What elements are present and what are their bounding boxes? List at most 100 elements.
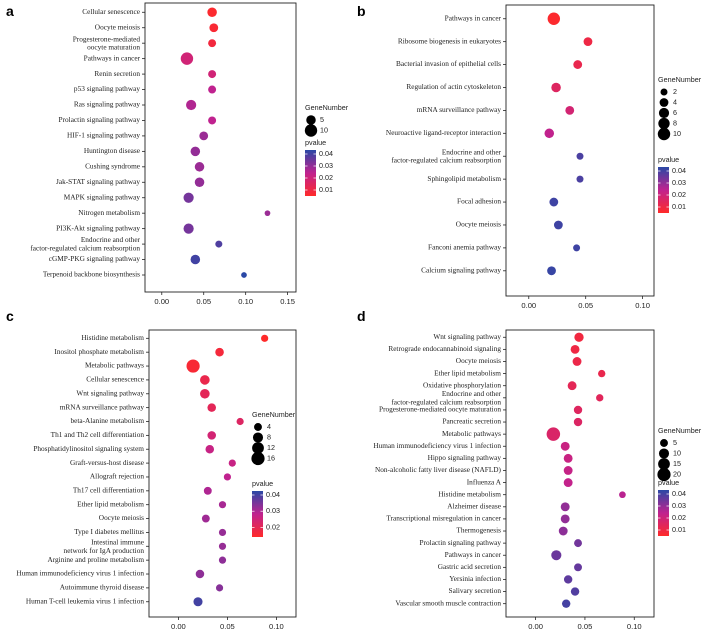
x-tick-label: 0.15: [280, 297, 295, 306]
data-point: [223, 473, 231, 481]
y-tick-label: Endocrine and other factor-regulated calc…: [391, 389, 501, 406]
y-tick-label: Wnt signaling pathway: [76, 388, 144, 397]
size-legend-label: 8: [673, 118, 677, 127]
size-legend-dot: [306, 115, 316, 125]
color-legend-title: pvalue: [305, 138, 326, 147]
data-point: [547, 12, 561, 25]
data-point: [228, 459, 236, 467]
size-legend-title: GeneNumber: [252, 410, 296, 419]
y-tick-label: Wnt signaling pathway: [433, 332, 501, 341]
x-tick-label: 0.05: [578, 622, 593, 630]
size-legend-dot: [658, 458, 670, 470]
data-point: [573, 244, 581, 252]
y-tick-label: Oocyte meiosis: [456, 356, 501, 365]
x-tick-label: 0.00: [521, 301, 536, 310]
color-legend-label: 0.03: [319, 161, 333, 170]
y-tick-label: Salivary secretion: [449, 586, 502, 595]
y-tick-label: Phosphatidylinositol signaling system: [33, 444, 144, 453]
color-legend-bar: [305, 150, 316, 196]
color-legend-label: 0.01: [672, 202, 686, 211]
data-point: [208, 85, 217, 94]
y-tick-label: Neuroactive ligand-receptor interaction: [386, 128, 501, 137]
size-legend-title: GeneNumber: [305, 103, 349, 112]
data-point: [207, 403, 216, 412]
y-tick-label: Oocyte meiosis: [95, 22, 140, 31]
data-point: [561, 599, 571, 608]
y-tick-label: Retrograde endocannabinoid signaling: [388, 344, 501, 353]
data-point: [547, 266, 556, 276]
size-legend-label: 15: [673, 459, 681, 468]
y-tick-label: Prolactin signaling pathway: [59, 115, 141, 124]
plot-frame: [144, 2, 297, 293]
y-tick-label: cGMP-PKG signaling pathway: [49, 254, 141, 263]
data-point: [186, 359, 200, 373]
y-tick-label: Histidine metabolism: [438, 489, 501, 498]
data-point: [186, 99, 197, 111]
data-point: [207, 7, 217, 18]
y-tick-label: Bacterial invasion of epithelial cells: [396, 59, 501, 68]
data-point: [570, 344, 580, 354]
size-legend-dot: [254, 423, 262, 431]
data-point: [241, 272, 247, 278]
data-point: [194, 177, 205, 188]
size-legend-dot: [657, 127, 671, 141]
data-point: [208, 70, 217, 79]
y-tick-label: Metabolic pathways: [442, 429, 501, 438]
y-tick-label: Pathways in cancer: [445, 550, 502, 559]
data-point: [236, 417, 244, 426]
data-point: [209, 23, 219, 33]
y-tick-label: Sphingolipid metabolism: [427, 174, 501, 183]
data-point: [180, 52, 194, 65]
y-tick-label: Th17 cell differentiation: [73, 486, 145, 495]
data-point: [583, 37, 593, 47]
data-point: [261, 334, 269, 342]
data-point: [183, 223, 194, 234]
y-tick-label: Nitrogen metabolism: [78, 208, 140, 217]
size-legend-label: 16: [267, 453, 275, 462]
data-point: [218, 556, 227, 564]
data-point: [183, 192, 194, 203]
data-point: [596, 394, 604, 402]
size-legend-label: 20: [673, 469, 681, 478]
y-tick-label: Oocyte meiosis: [456, 220, 501, 229]
data-point: [551, 550, 562, 561]
size-legend-label: 6: [673, 108, 677, 117]
color-legend-label: 0.03: [266, 506, 280, 515]
data-point: [207, 431, 216, 440]
data-point: [574, 332, 584, 342]
color-legend-label: 0.03: [672, 501, 686, 510]
y-tick-label: Progesterone-mediated oocyte maturation: [379, 405, 501, 414]
data-point: [218, 528, 227, 537]
data-point: [565, 106, 575, 115]
plot-frame: [505, 4, 655, 297]
data-point: [573, 60, 583, 69]
y-tick-label: Th1 and Th2 cell differentiation: [51, 430, 145, 439]
color-legend-label: 0.01: [672, 525, 686, 534]
y-tick-label: Huntington disease: [84, 146, 140, 155]
data-point: [200, 388, 210, 399]
y-tick-label: Autoimmune thyroid disease: [60, 583, 144, 592]
panel-letter: d: [357, 308, 366, 324]
size-legend-title: GeneNumber: [658, 426, 702, 435]
color-legend-bar: [658, 490, 669, 536]
color-legend-bar: [658, 167, 669, 213]
x-tick-label: 0.10: [635, 301, 650, 310]
color-legend-label: 0.04: [672, 489, 686, 498]
data-point: [208, 39, 217, 48]
size-legend-dot: [660, 88, 668, 96]
x-tick-label: 0.10: [627, 622, 642, 630]
data-point: [560, 502, 570, 512]
y-tick-label: PI3K-Akt signaling pathway: [56, 223, 140, 232]
panel-letter: c: [6, 308, 14, 324]
y-tick-label: Yersinia infection: [449, 574, 501, 583]
y-tick-label: Prolactin signaling pathway: [420, 538, 502, 547]
y-tick-label: Ether lipid metabolism: [77, 499, 144, 508]
size-legend-dot: [660, 439, 668, 447]
y-tick-label: Focal adhesion: [457, 197, 501, 206]
color-legend-label: 0.04: [319, 149, 333, 158]
data-point: [563, 453, 573, 463]
y-tick-label: Endocrine and other factor-regulated calc…: [30, 235, 140, 252]
y-tick-label: Regulation of actin cytoskeleton: [406, 82, 501, 91]
panel-c: c Histidine metabolism Inositol phosphate …: [6, 308, 297, 630]
